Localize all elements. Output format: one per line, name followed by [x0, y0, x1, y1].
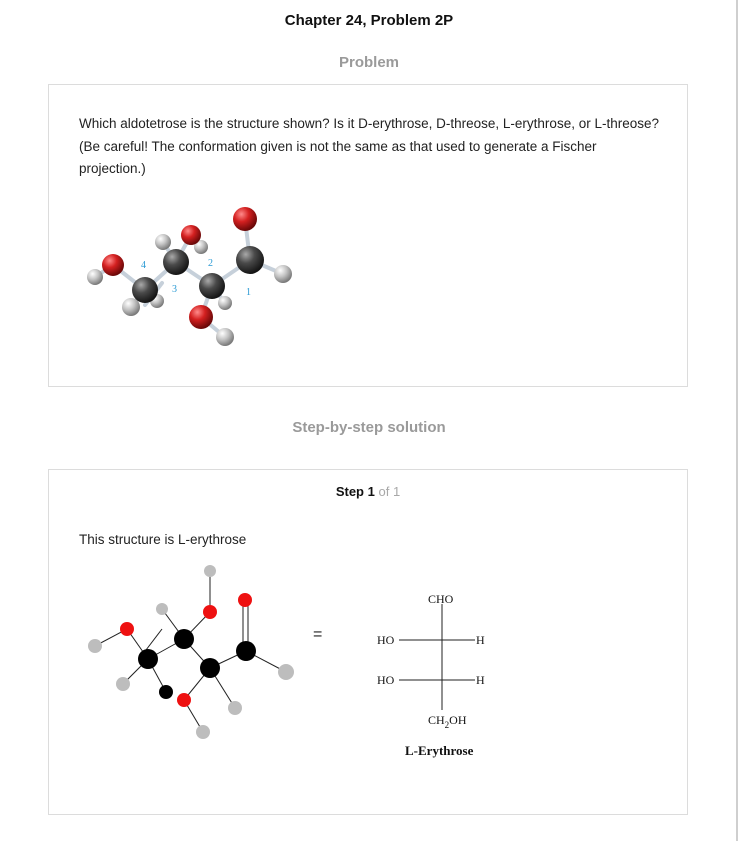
carbon-atom [236, 246, 264, 274]
hydrogen-atom [122, 298, 140, 316]
carbon-atom [132, 277, 158, 303]
step-number: 1 [367, 484, 375, 499]
fischer-bottom-group: CH2OH [428, 713, 467, 730]
carbon-number-label: 3 [172, 284, 177, 295]
hydrogen-atom [228, 701, 242, 715]
page-title: Chapter 24, Problem 2P [284, 12, 454, 29]
equals-sign: = [313, 626, 323, 643]
carbon-atom [199, 273, 225, 299]
carbon-atom [200, 658, 220, 678]
carbon-number-label: 1 [246, 287, 251, 298]
oxygen-atom [189, 305, 213, 329]
fischer-top-group: CHO [428, 592, 454, 606]
hydrogen-atom [218, 296, 232, 310]
oxygen-atom [181, 225, 201, 245]
molecule-3d-image: 4 3 2 1 [87, 207, 292, 346]
carbon-atom [163, 249, 189, 275]
step-word: Step [335, 484, 364, 499]
carbon-atom [138, 649, 158, 669]
hydrogen-atom [274, 265, 292, 283]
fischer-row2-right: H [476, 673, 485, 687]
oxygen-atom [120, 622, 134, 636]
hydrogen-atom [116, 677, 130, 691]
step-total: of 1 [378, 484, 401, 499]
solution-heading: Step-by-step solution [292, 419, 446, 436]
problem-text: Which aldotetrose is the structure shown… [79, 116, 659, 176]
hydrogen-atom [87, 269, 103, 285]
solution-card: Step 1 of 1 This structure is L-erythros… [48, 469, 688, 815]
step-indicator: Step 1 of 1 [49, 484, 687, 499]
molecule-2d-drawing [88, 565, 294, 739]
fischer-projection: CHO HO H HO H CH2OH L-Erythrose [377, 592, 485, 758]
problem-heading: Problem [338, 54, 399, 71]
oxygen-atom [233, 207, 257, 231]
problem-card: Which aldotetrose is the structure shown… [48, 84, 688, 387]
fischer-row1-left: HO [377, 633, 395, 647]
carbon-number-label: 2 [208, 258, 213, 269]
hydrogen-atom [156, 603, 168, 615]
hydrogen-atom [194, 240, 208, 254]
carbon-atom [174, 629, 194, 649]
hydrogen-atom [216, 328, 234, 346]
hydrogen-atom [204, 565, 216, 577]
oxygen-atom [102, 254, 124, 276]
page-right-border [736, 0, 738, 841]
fischer-compound-name: L-Erythrose [405, 743, 474, 758]
hydrogen-atom [155, 234, 171, 250]
fischer-lines [399, 604, 475, 710]
oxygen-atom [177, 693, 191, 707]
fischer-row2-left: HO [377, 673, 395, 687]
carbon-atom [159, 685, 173, 699]
carbon-atom [236, 641, 256, 661]
hydrogen-atom [278, 664, 294, 680]
oxygen-atom [203, 605, 217, 619]
carbon-number-label: 4 [141, 260, 146, 271]
answer-text: This structure is L-erythrose [79, 532, 247, 547]
hydrogen-atom [88, 639, 102, 653]
hydrogen-atom [196, 725, 210, 739]
fischer-row1-right: H [476, 633, 485, 647]
molecule-2d-bonds [94, 571, 287, 733]
oxygen-atom [238, 593, 252, 607]
